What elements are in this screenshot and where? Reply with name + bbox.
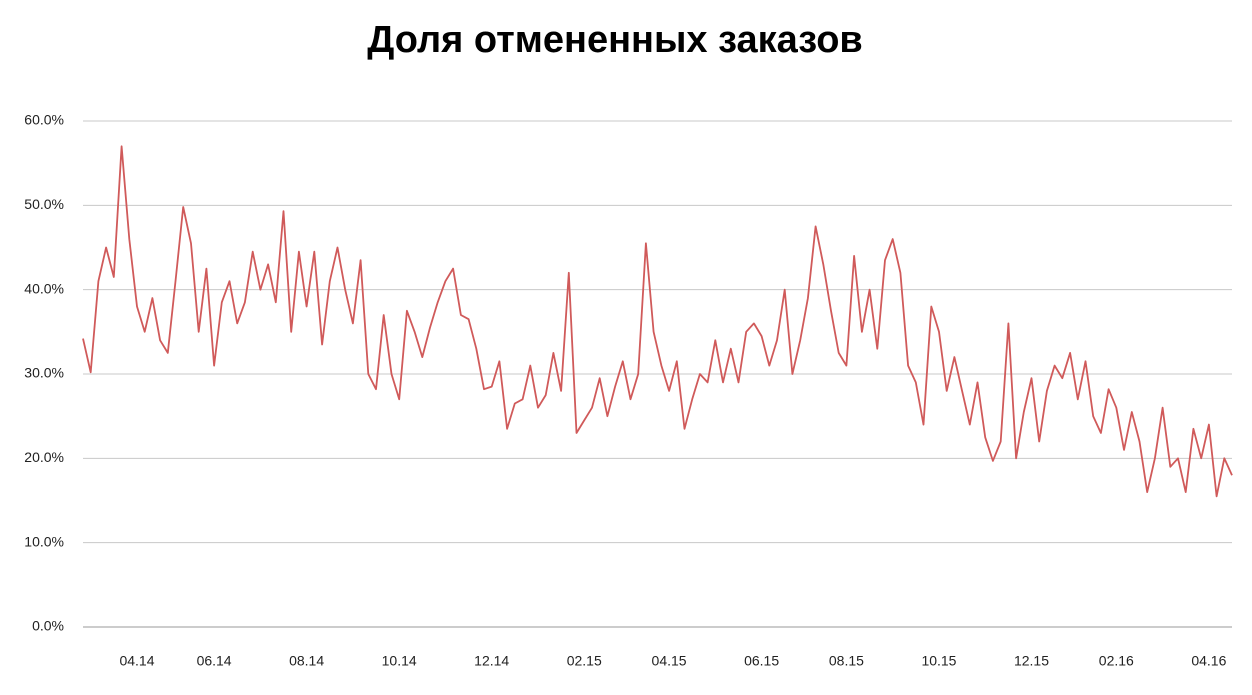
y-tick-label: 30.0% [24, 365, 64, 381]
x-tick-label: 04.14 [119, 653, 154, 669]
x-tick-label: 12.14 [474, 653, 509, 669]
x-tick-label: 06.14 [197, 653, 232, 669]
y-tick-label: 0.0% [32, 618, 64, 634]
x-tick-label: 06.15 [744, 653, 779, 669]
x-tick-label: 08.15 [829, 653, 864, 669]
x-tick-label: 04.15 [652, 653, 687, 669]
y-tick-label: 10.0% [24, 533, 64, 549]
y-tick-label: 60.0% [24, 112, 64, 128]
data-line [82, 145, 1233, 498]
x-tick-label: 12.15 [1014, 653, 1049, 669]
x-tick-label: 08.14 [289, 653, 324, 669]
y-tick-label: 40.0% [24, 280, 64, 296]
x-tick-label: 02.16 [1099, 653, 1134, 669]
chart-title: Доля отмененных заказов [367, 19, 863, 61]
x-tick-label: 02.15 [567, 653, 602, 669]
y-tick-label: 50.0% [24, 196, 64, 212]
x-tick-label: 10.15 [921, 653, 956, 669]
x-tick-label: 04.16 [1191, 653, 1226, 669]
y-tick-label: 20.0% [24, 449, 64, 465]
x-tick-label: 10.14 [382, 653, 417, 669]
